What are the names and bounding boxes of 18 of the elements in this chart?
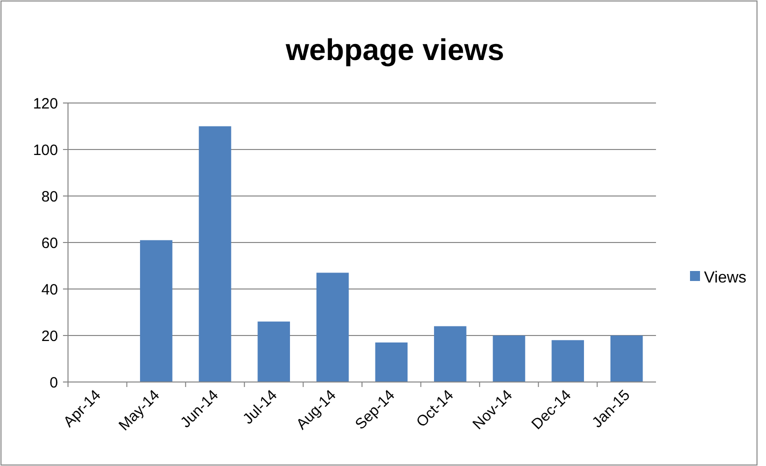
legend-label: Views	[704, 270, 746, 287]
chart-title: webpage views	[284, 34, 504, 67]
bar	[375, 342, 408, 382]
bar	[492, 336, 526, 382]
y-tick-label: 80	[41, 188, 58, 206]
bar	[140, 240, 172, 382]
bar	[552, 340, 584, 382]
y-tick-label: 40	[41, 281, 58, 298]
y-tick-label: 120	[32, 95, 58, 112]
y-tick-label: 20	[41, 328, 58, 345]
y-tick-label: 60	[41, 234, 58, 252]
y-tick-label: 100	[32, 142, 58, 159]
y-tick-label: 0	[50, 374, 58, 392]
bar	[434, 326, 466, 382]
bar	[610, 336, 643, 382]
bar	[198, 126, 232, 382]
bar	[316, 272, 349, 382]
bar	[258, 322, 290, 382]
